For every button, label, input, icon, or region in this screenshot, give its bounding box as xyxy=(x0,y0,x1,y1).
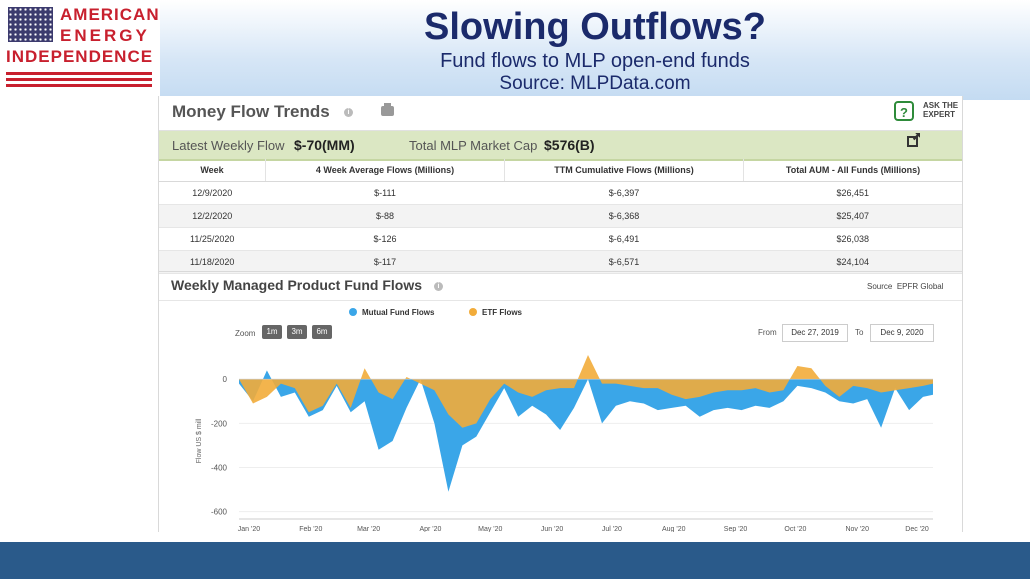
table-header: Total AUM - All Funds (Millions) xyxy=(743,159,962,182)
x-tick-label: Dec '20 xyxy=(905,526,929,532)
y-axis-label: Flow US $ mill xyxy=(196,418,203,463)
from-label: From xyxy=(758,328,777,337)
slide-subtitle: Fund flows to MLP open-end funds xyxy=(440,50,750,72)
panel-header: Money Flow Trends i ? ASK THE EXPERT xyxy=(159,96,962,131)
y-tick-label: -200 xyxy=(211,419,228,428)
weekly-source: Source EPFR Global xyxy=(867,282,944,291)
y-tick-label: -600 xyxy=(211,508,228,517)
y-tick-label: -400 xyxy=(211,463,228,472)
table-cell: $-88 xyxy=(265,204,505,228)
logo-line-3: INDEPENDENCE xyxy=(6,47,154,66)
slide-source: Source: MLPData.com xyxy=(499,73,691,94)
x-tick-label: Aug '20 xyxy=(662,526,686,532)
mutual-fund-flows-area xyxy=(239,370,933,492)
fund-flows-chart: 0 -200 -400 -600 Flow US $ mill Jan '20 Feb '2… xyxy=(196,355,933,532)
us-flag-icon xyxy=(8,7,53,42)
table-cell: 11/25/2020 xyxy=(159,227,266,251)
x-tick-label: Oct '20 xyxy=(784,526,806,532)
weekly-title: Weekly Managed Product Fund Flows xyxy=(171,277,422,293)
x-tick-label: Jun '20 xyxy=(541,526,563,532)
legend-etf-swatch xyxy=(469,308,477,316)
table-cell: $-126 xyxy=(265,227,505,251)
market-cap-value: $576(B) xyxy=(544,137,595,153)
external-link-icon[interactable] xyxy=(907,136,918,147)
table-cell: $-6,571 xyxy=(504,250,744,274)
to-label: To xyxy=(855,328,864,337)
table-cell: $-111 xyxy=(265,181,505,205)
x-tick-label: Jan '20 xyxy=(238,526,260,532)
latest-flow-value: $-70(MM) xyxy=(294,137,355,153)
x-tick-label: Apr '20 xyxy=(419,526,441,532)
x-tick-label: Nov '20 xyxy=(845,526,869,532)
table-row: 11/18/2020 $-117 $-6,571 $24,104 xyxy=(159,250,962,274)
logo-line-2: ENERGY xyxy=(60,26,150,45)
info-icon[interactable]: i xyxy=(344,108,353,117)
source-label: Source xyxy=(867,282,893,291)
table-cell: $-117 xyxy=(265,250,505,274)
source-value: EPFR Global xyxy=(896,282,944,291)
table-cell: $-6,491 xyxy=(504,227,744,251)
table-cell: $26,451 xyxy=(743,181,962,205)
table-header: TTM Cumulative Flows (Millions) xyxy=(504,159,744,182)
x-tick-label: Feb '20 xyxy=(299,526,322,532)
table-cell: $25,407 xyxy=(743,204,962,228)
x-tick-label: Mar '20 xyxy=(357,526,380,532)
table-cell: $-6,397 xyxy=(504,181,744,205)
x-tick-label: May '20 xyxy=(478,526,502,532)
weekly-info-icon[interactable]: i xyxy=(434,282,443,291)
footer-bar xyxy=(0,542,1030,579)
legend-mutual[interactable]: Mutual Fund Flows xyxy=(349,308,434,317)
table-header-row: Week 4 Week Average Flows (Millions) TTM… xyxy=(159,159,962,182)
table-header: Week xyxy=(159,159,266,182)
ask-expert-bottom: EXPERT xyxy=(923,110,956,119)
x-tick-label: Sep '20 xyxy=(724,526,748,532)
weekly-header: Weekly Managed Product Fund Flows i Sour… xyxy=(159,271,962,301)
zoom-1m-button[interactable]: 1m xyxy=(262,325,282,339)
etf-flows-area xyxy=(239,355,933,428)
table-cell: 12/9/2020 xyxy=(159,181,266,205)
logo-stripes xyxy=(6,72,152,90)
zoom-label: Zoom xyxy=(235,329,256,338)
x-tick-label: Jul '20 xyxy=(602,526,622,532)
table-cell: 12/2/2020 xyxy=(159,204,266,228)
logo-line-1: AMERICAN xyxy=(60,5,160,24)
ask-expert-top: ASK THE xyxy=(923,101,959,110)
table-cell: $26,038 xyxy=(743,227,962,251)
table-row: 12/2/2020 $-88 $-6,368 $25,407 xyxy=(159,204,962,228)
logo: AMERICAN ENERGY INDEPENDENCE xyxy=(0,0,160,98)
flow-summary-bar: Latest Weekly Flow $-70(MM) Total MLP Ma… xyxy=(159,131,962,161)
legend-mutual-swatch xyxy=(349,308,357,316)
money-flow-panel: Money Flow Trends i ? ASK THE EXPERT Lat… xyxy=(158,96,963,532)
print-icon[interactable] xyxy=(381,103,394,116)
legend-etf-label: ETF Flows xyxy=(482,308,522,317)
table-cell: 11/18/2020 xyxy=(159,250,266,274)
table-header: 4 Week Average Flows (Millions) xyxy=(265,159,505,182)
y-tick-label: 0 xyxy=(223,375,228,384)
money-flow-table: Week 4 Week Average Flows (Millions) TTM… xyxy=(159,159,962,274)
title-band xyxy=(160,0,1030,100)
ask-expert-link[interactable]: ASK THE EXPERT xyxy=(923,101,958,119)
table-cell: $-6,368 xyxy=(504,204,744,228)
legend-mutual-label: Mutual Fund Flows xyxy=(362,308,435,317)
zoom-6m-button[interactable]: 6m xyxy=(312,325,332,339)
table-row: 11/25/2020 $-126 $-6,491 $26,038 xyxy=(159,227,962,251)
table-cell: $24,104 xyxy=(743,250,962,274)
legend-etf[interactable]: ETF Flows xyxy=(469,308,522,317)
slide-title: Slowing Outflows? xyxy=(424,6,766,48)
zoom-3m-button[interactable]: 3m xyxy=(287,325,307,339)
to-date-input[interactable]: Dec 9, 2020 xyxy=(870,324,934,342)
latest-flow-label: Latest Weekly Flow xyxy=(172,138,285,153)
ask-expert-icon[interactable]: ? xyxy=(894,101,914,121)
table-row: 12/9/2020 $-111 $-6,397 $26,451 xyxy=(159,181,962,205)
panel-title: Money Flow Trends xyxy=(172,102,330,121)
from-date-input[interactable]: Dec 27, 2019 xyxy=(782,324,848,342)
market-cap-label: Total MLP Market Cap xyxy=(409,138,538,153)
